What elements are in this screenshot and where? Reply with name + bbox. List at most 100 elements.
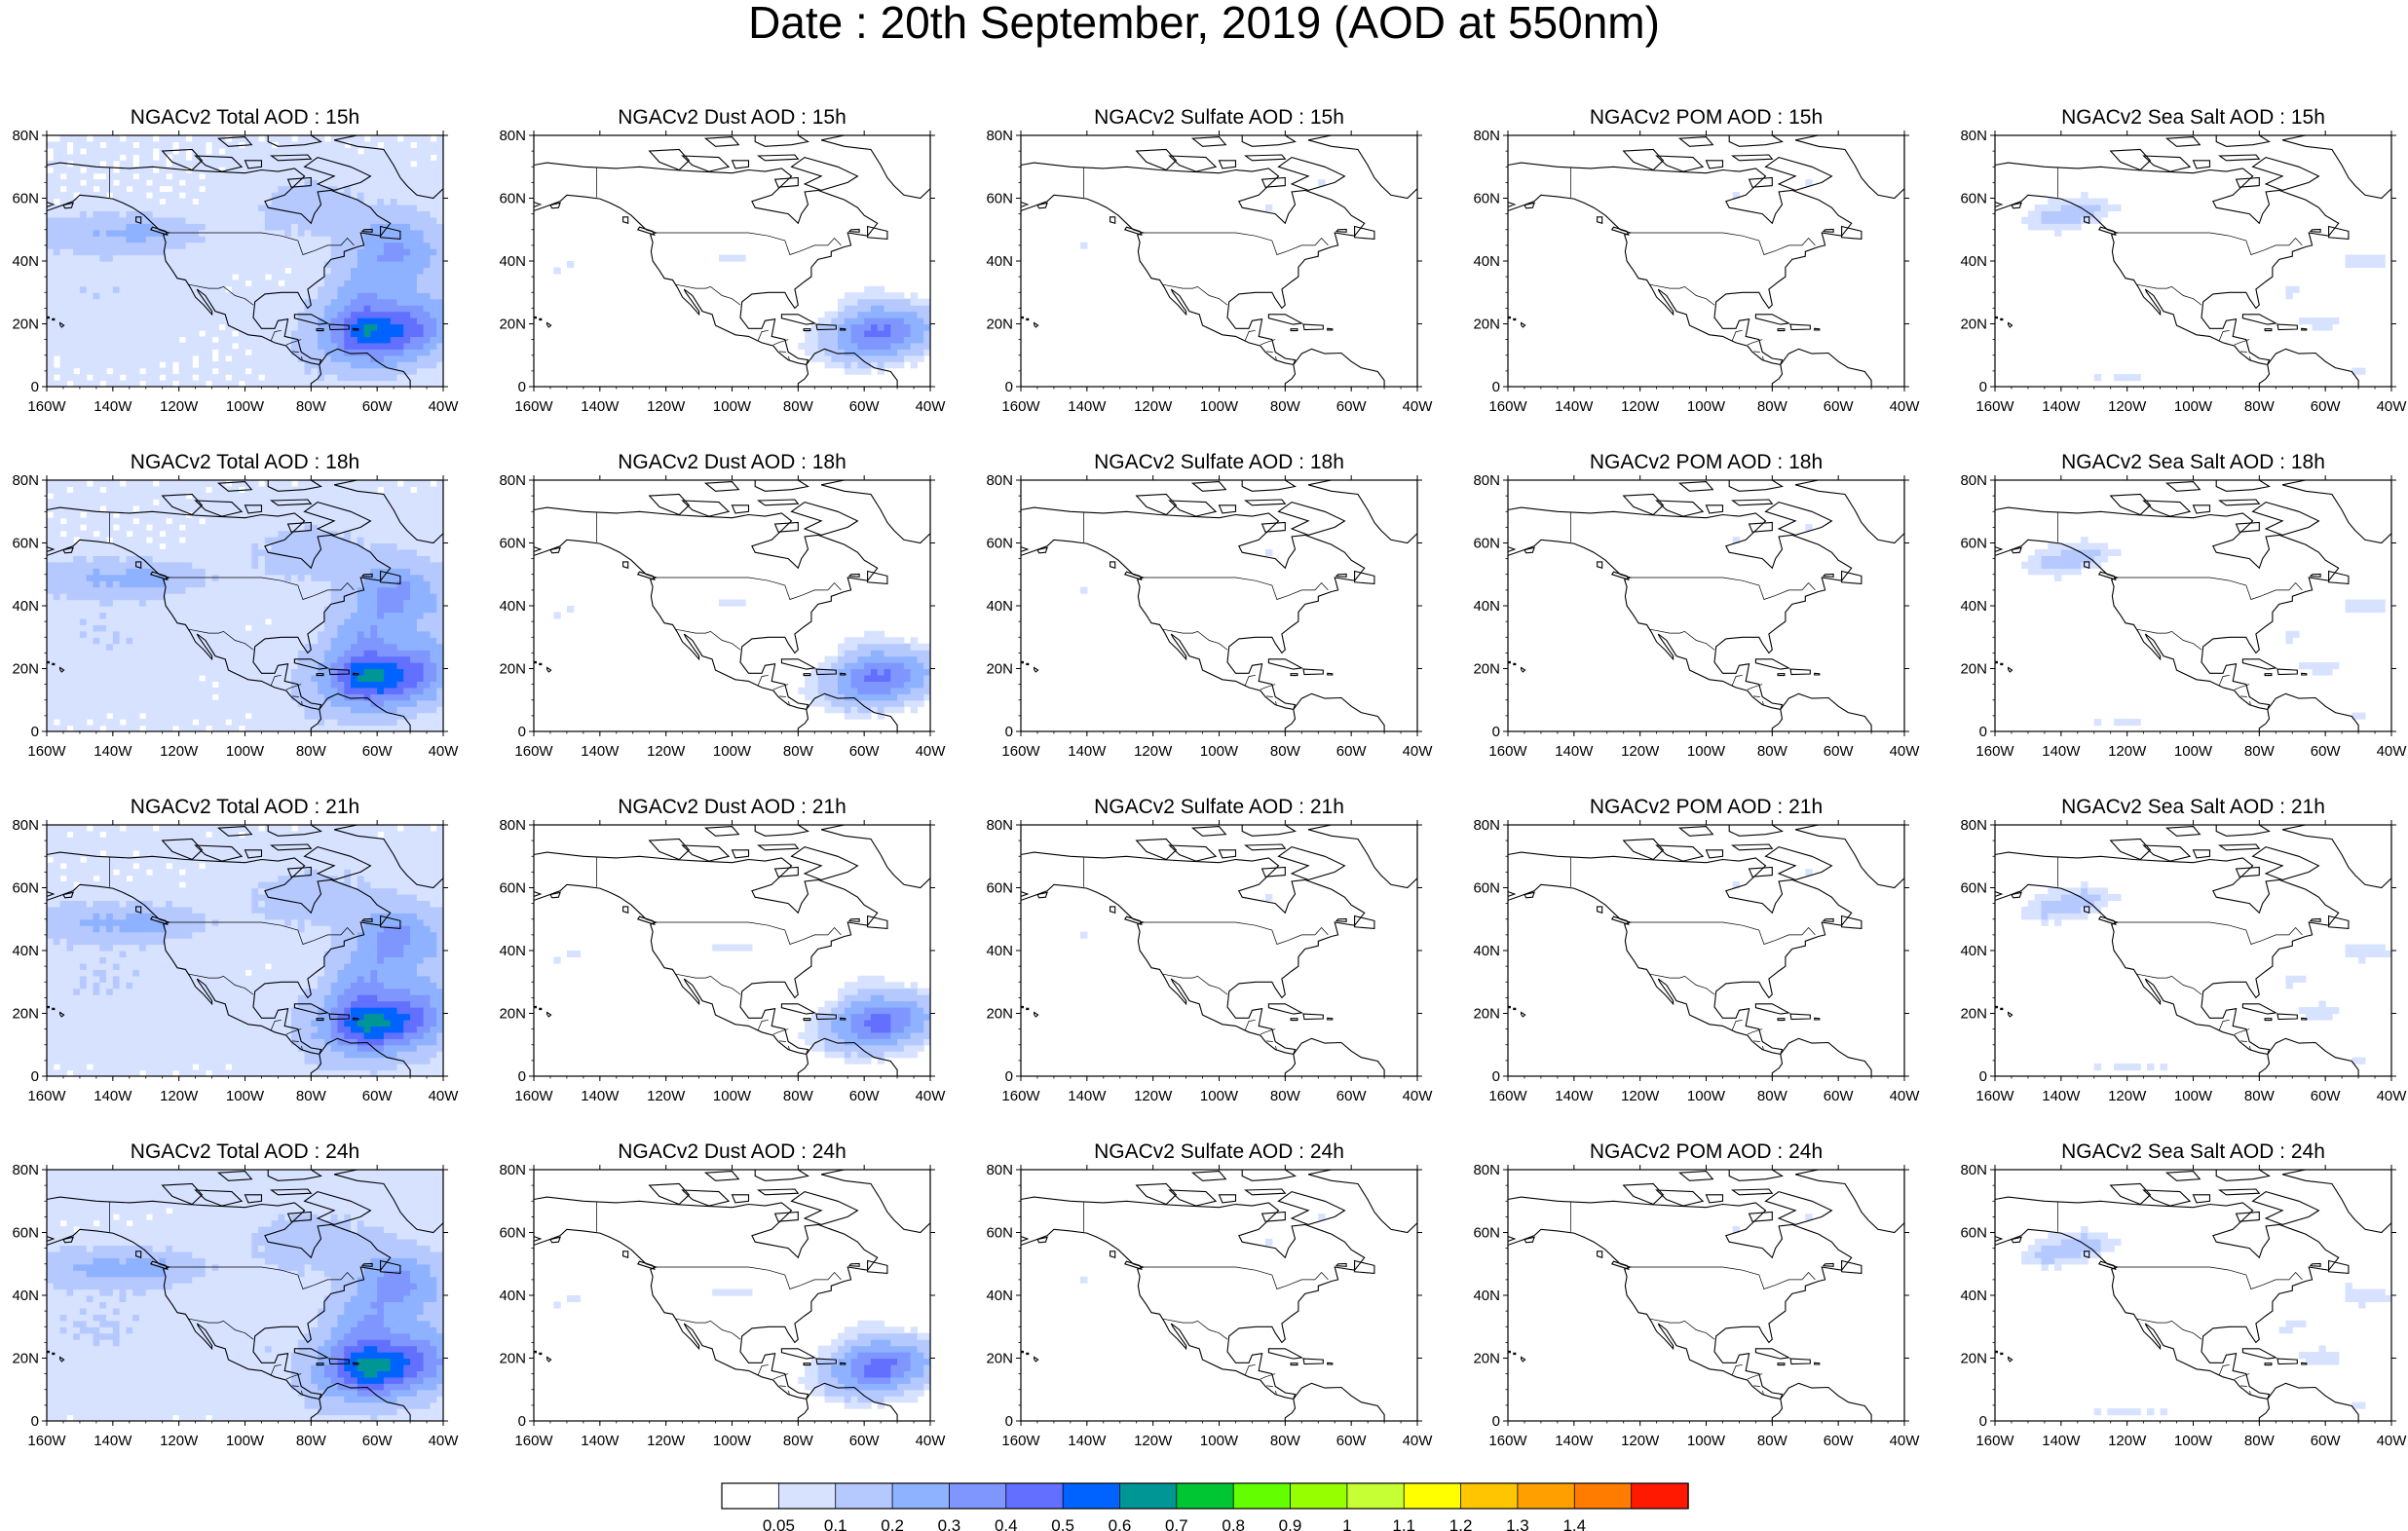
lon-tick-label: 140W <box>94 398 132 415</box>
map-panel: NGACv2 Sulfate AOD : 24h 0 20N 40N 60N 80N 160… <box>986 1140 1433 1449</box>
map-panel: NGACv2 Sulfate AOD : 18h 0 20N 40N 60N 80N 160… <box>986 451 1433 760</box>
lat-tick-label: 0 <box>1005 1068 1013 1085</box>
coastlines <box>534 480 930 731</box>
coastlines <box>534 135 930 387</box>
colorbar-swatch <box>777 1482 837 1510</box>
lon-tick-label: 160W <box>27 743 66 760</box>
aod-field <box>1732 179 1813 200</box>
lat-tick-label: 20N <box>12 1006 39 1023</box>
colorbar-label: 0.6 <box>1109 1516 1132 1531</box>
map-panel: NGACv2 Dust AOD : 21h 0 20N 40N 60N 80N 160W 14… <box>499 796 946 1104</box>
map-panel: NGACv2 POM AOD : 15h 0 20N 40N 60N 80N 160W 140… <box>1473 106 1920 415</box>
lat-tick-label: 80N <box>1960 1162 1987 1178</box>
lat-tick-label: 20N <box>1960 1006 1987 1023</box>
lat-tick-label: 20N <box>1473 317 1500 333</box>
lat-tick-label: 20N <box>986 1006 1013 1023</box>
lat-tick-label: 20N <box>1473 661 1500 678</box>
lat-tick-label: 0 <box>1492 724 1500 740</box>
lon-tick-label: 40W <box>1890 1088 1921 1104</box>
lon-tick-label: 140W <box>1555 1433 1594 1449</box>
lon-tick-label: 100W <box>226 398 265 415</box>
lat-tick-label: 60N <box>1960 536 1987 552</box>
aod-field <box>2021 537 2386 727</box>
panel-title: NGACv2 Sea Salt AOD : 18h <box>2061 451 2325 473</box>
lon-tick-label: 80W <box>783 1433 814 1449</box>
coastlines <box>1021 135 1417 387</box>
lon-tick-label: 120W <box>1134 398 1173 415</box>
lon-tick-label: 120W <box>2108 398 2147 415</box>
lat-tick-label: 60N <box>1473 1225 1500 1242</box>
coastlines <box>1995 1170 2391 1421</box>
colorbar-swatch <box>1631 1482 1689 1510</box>
aod-field <box>553 254 930 375</box>
panel-title: NGACv2 Sulfate AOD : 24h <box>1094 1140 1344 1163</box>
lat-tick-label: 40N <box>1960 943 1987 959</box>
colorbar-label: 0.05 <box>763 1516 795 1531</box>
lat-tick-label: 60N <box>1473 880 1500 897</box>
lon-tick-label: 60W <box>1824 398 1855 415</box>
lon-tick-label: 140W <box>2042 743 2081 760</box>
lon-tick-label: 140W <box>581 1433 620 1449</box>
lon-tick-label: 160W <box>1001 1088 1040 1104</box>
colorbar-swatch <box>1573 1482 1633 1510</box>
lon-tick-label: 120W <box>160 1088 199 1104</box>
lon-tick-label: 80W <box>2244 1433 2276 1449</box>
panel-title: NGACv2 Dust AOD : 18h <box>618 451 847 473</box>
lat-tick-label: 0 <box>1979 724 1987 740</box>
map-panel: NGACv2 Dust AOD : 15h 0 20N 40N 60N 80N 160W 14… <box>499 106 946 415</box>
lon-tick-label: 40W <box>916 743 947 760</box>
panel-title: NGACv2 Sulfate AOD : 15h <box>1094 106 1344 129</box>
lat-tick-label: 40N <box>986 943 1013 959</box>
lon-tick-label: 100W <box>713 1433 752 1449</box>
lon-tick-label: 140W <box>581 398 620 415</box>
lon-tick-label: 160W <box>1975 1433 2014 1449</box>
lon-tick-label: 140W <box>1068 1433 1107 1449</box>
lat-tick-label: 20N <box>499 1006 526 1023</box>
lon-tick-label: 40W <box>1403 398 1434 415</box>
lon-tick-label: 60W <box>362 398 394 415</box>
lon-tick-label: 140W <box>2042 1433 2081 1449</box>
lon-tick-label: 100W <box>2174 1088 2213 1104</box>
lat-tick-label: 80N <box>12 128 39 144</box>
lon-tick-label: 40W <box>2377 743 2408 760</box>
lat-tick-label: 0 <box>518 724 526 740</box>
lon-tick-label: 60W <box>362 1088 394 1104</box>
aod-field <box>2021 192 2386 382</box>
lon-tick-label: 100W <box>713 1088 752 1104</box>
map-panel: NGACv2 POM AOD : 18h 0 20N 40N 60N 80N 160W 140… <box>1473 451 1920 760</box>
lon-tick-label: 60W <box>849 743 881 760</box>
aod-field <box>1080 1214 1326 1284</box>
lon-tick-label: 60W <box>1336 1088 1368 1104</box>
lat-tick-label: 40N <box>1473 943 1500 959</box>
lat-tick-label: 60N <box>499 536 526 552</box>
lat-tick-label: 40N <box>986 1288 1013 1304</box>
colorbar-label: 0.9 <box>1279 1516 1302 1531</box>
colorbar-swatch <box>891 1482 951 1510</box>
lon-tick-label: 140W <box>1068 398 1107 415</box>
lon-tick-label: 120W <box>1621 1088 1660 1104</box>
coastlines <box>1021 825 1417 1076</box>
lat-tick-label: 40N <box>1473 253 1500 270</box>
lat-tick-label: 60N <box>1960 1225 1987 1242</box>
colorbar-label: 0.7 <box>1165 1516 1188 1531</box>
lon-tick-label: 60W <box>1824 1088 1855 1104</box>
aod-field <box>2021 881 2391 1071</box>
lat-tick-label: 80N <box>1960 472 1987 489</box>
lon-tick-label: 80W <box>296 398 327 415</box>
colorbar-label: 1.1 <box>1392 1516 1415 1531</box>
lon-tick-label: 60W <box>1824 743 1855 760</box>
lon-tick-label: 100W <box>1200 1088 1239 1104</box>
colorbar-swatch <box>1119 1482 1178 1510</box>
lon-tick-label: 40W <box>2377 398 2408 415</box>
lon-tick-label: 160W <box>1488 398 1527 415</box>
lat-tick-label: 40N <box>499 1288 526 1304</box>
lon-tick-label: 160W <box>1975 743 2014 760</box>
map-panel: NGACv2 Sea Salt AOD : 18h 0 20N 40N 60N 80N 16… <box>1960 451 2407 760</box>
aod-field <box>1080 893 1273 939</box>
lat-tick-label: 80N <box>499 817 526 834</box>
lon-tick-label: 40W <box>429 1088 460 1104</box>
coastlines <box>534 825 930 1076</box>
lat-tick-label: 40N <box>1960 1288 1987 1304</box>
lon-tick-label: 40W <box>1403 1088 1434 1104</box>
colorbar-swatch <box>1290 1482 1348 1510</box>
